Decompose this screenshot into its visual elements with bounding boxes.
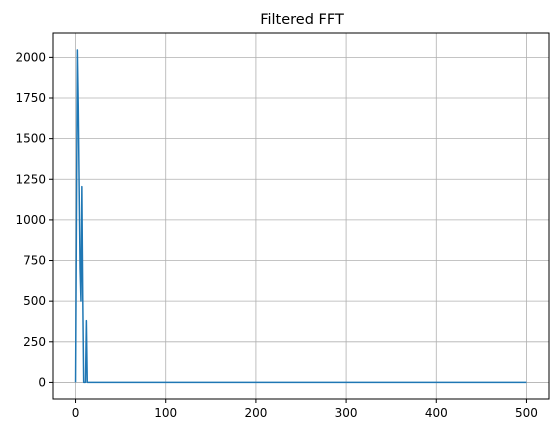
x-tick-label: 400 xyxy=(425,406,448,420)
x-tick-label: 0 xyxy=(72,406,80,420)
y-tick-label: 750 xyxy=(23,254,46,268)
y-tick-label: 500 xyxy=(23,294,46,308)
y-axis: 0 250 500 750 1000 1250 1500 1750 2000 xyxy=(15,50,53,389)
x-tick-label: 100 xyxy=(154,406,177,420)
chart-title: Filtered FFT xyxy=(260,12,344,28)
series-group xyxy=(74,49,527,384)
y-tick-label: 1500 xyxy=(15,132,46,146)
y-tick-label: 1750 xyxy=(15,91,46,105)
y-tick-label: 0 xyxy=(38,375,46,389)
y-tick-label: 250 xyxy=(23,335,46,349)
x-tick-label: 300 xyxy=(335,406,358,420)
grid xyxy=(53,33,549,399)
x-tick-label: 500 xyxy=(515,406,538,420)
plot-frame xyxy=(52,32,550,400)
y-tick-label: 2000 xyxy=(15,50,46,64)
series-line xyxy=(74,49,527,384)
x-axis: 0 100 200 300 400 500 xyxy=(72,399,538,420)
x-tick-label: 200 xyxy=(244,406,267,420)
y-tick-label: 1000 xyxy=(15,213,46,227)
y-tick-label: 1250 xyxy=(15,172,46,186)
